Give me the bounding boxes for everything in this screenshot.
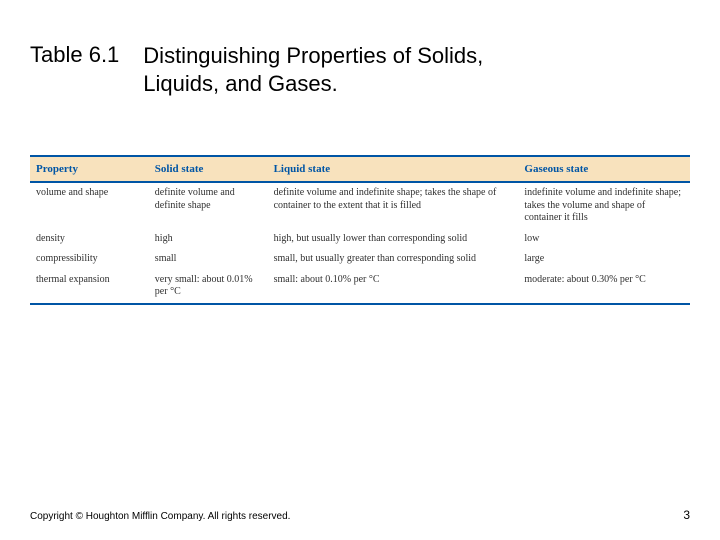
cell-gas: large: [518, 249, 690, 270]
cell-property: compressibility: [30, 249, 149, 270]
table-row: thermal expansion very small: about 0.01…: [30, 270, 690, 303]
table-row: volume and shape definite volume and def…: [30, 182, 690, 229]
properties-table-wrap: Property Solid state Liquid state Gaseou…: [30, 155, 690, 305]
col-header-liquid: Liquid state: [268, 157, 519, 182]
cell-property: density: [30, 229, 149, 250]
col-header-property: Property: [30, 157, 149, 182]
col-header-gaseous: Gaseous state: [518, 157, 690, 182]
footer: Copyright © Houghton Mifflin Company. Al…: [30, 508, 690, 522]
properties-table: Property Solid state Liquid state Gaseou…: [30, 157, 690, 303]
cell-liquid: small: about 0.10% per °C: [268, 270, 519, 303]
cell-solid: high: [149, 229, 268, 250]
cell-property: thermal expansion: [30, 270, 149, 303]
cell-property: volume and shape: [30, 182, 149, 229]
table-title: Distinguishing Properties of Solids, Liq…: [143, 42, 483, 97]
title-row: Table 6.1 Distinguishing Properties of S…: [30, 42, 690, 97]
cell-gas: low: [518, 229, 690, 250]
cell-solid: definite volume and definite shape: [149, 182, 268, 229]
table-number: Table 6.1: [30, 42, 119, 68]
copyright-text: Copyright © Houghton Mifflin Company. Al…: [30, 511, 290, 522]
title-line-2: Liquids, and Gases.: [143, 71, 337, 96]
page-number: 3: [683, 508, 690, 522]
table-row: compressibility small small, but usually…: [30, 249, 690, 270]
cell-liquid: definite volume and indefinite shape; ta…: [268, 182, 519, 229]
col-header-solid: Solid state: [149, 157, 268, 182]
cell-gas: indefinite volume and indefinite shape; …: [518, 182, 690, 229]
cell-gas: moderate: about 0.30% per °C: [518, 270, 690, 303]
table-row: density high high, but usually lower tha…: [30, 229, 690, 250]
cell-liquid: small, but usually greater than correspo…: [268, 249, 519, 270]
title-line-1: Distinguishing Properties of Solids,: [143, 43, 483, 68]
cell-liquid: high, but usually lower than correspondi…: [268, 229, 519, 250]
cell-solid: very small: about 0.01% per °C: [149, 270, 268, 303]
cell-solid: small: [149, 249, 268, 270]
table-header-row: Property Solid state Liquid state Gaseou…: [30, 157, 690, 182]
